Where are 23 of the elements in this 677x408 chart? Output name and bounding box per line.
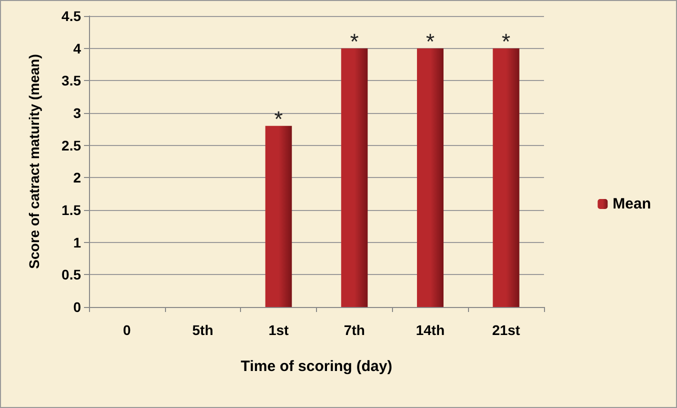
x-axis-title: Time of scoring (day) — [240, 358, 392, 375]
annotation: * — [502, 28, 511, 54]
y-tick-label: 4.5 — [62, 8, 82, 24]
y-tick-label: 1 — [73, 234, 82, 250]
y-tick-label: 0.5 — [62, 266, 82, 283]
x-tick-label: 7th — [344, 322, 365, 338]
y-axis-title: Score of catract maturity (mean) — [26, 54, 42, 269]
y-tick-label: 4 — [73, 40, 82, 56]
y-tick-label: 3.5 — [62, 72, 82, 89]
x-tick-label: 5th — [192, 322, 214, 338]
y-tick-label: 2 — [73, 170, 82, 186]
annotation: * — [350, 28, 360, 54]
x-tick-label: 1st — [268, 322, 290, 338]
y-tick-label: 0 — [73, 299, 82, 315]
legend-label: Mean — [612, 196, 651, 212]
annotation: * — [426, 28, 435, 54]
y-tick-label: 2.5 — [62, 137, 82, 154]
y-tick-label: 3 — [73, 105, 82, 121]
x-tick-label: 0 — [123, 322, 132, 338]
x-tick-label: 14th — [416, 322, 445, 338]
annotation: * — [274, 106, 284, 132]
y-tick-label: 1.5 — [62, 202, 82, 218]
x-tick-label: 21st — [492, 322, 520, 338]
